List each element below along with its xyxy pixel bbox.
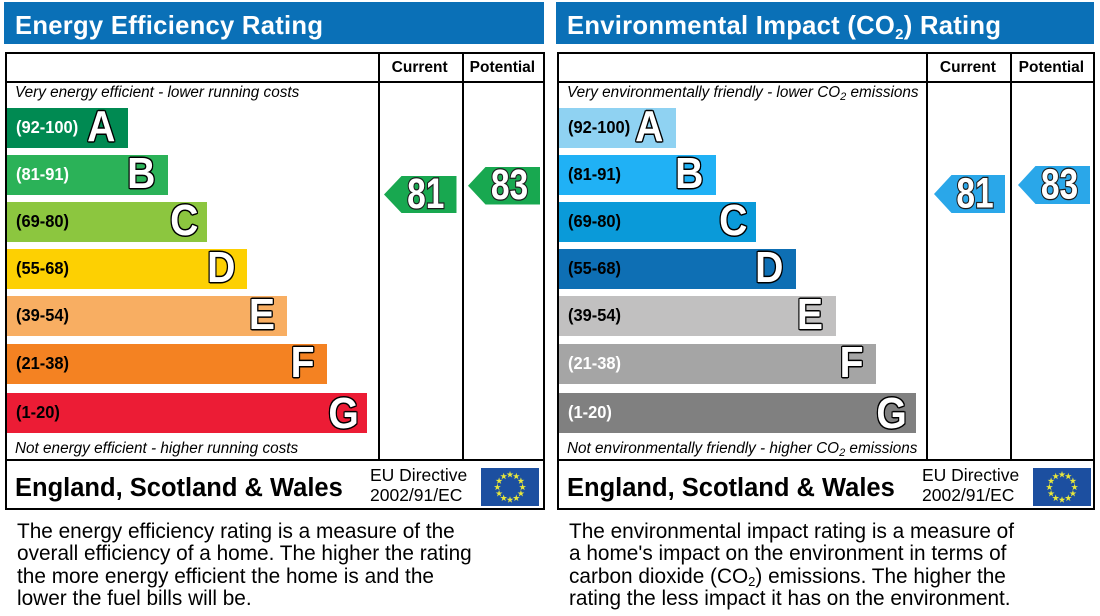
svg-text:81: 81 [407,170,444,218]
svg-text:83: 83 [491,161,528,209]
svg-text:83: 83 [1040,161,1077,209]
svg-text:81: 81 [956,170,993,218]
